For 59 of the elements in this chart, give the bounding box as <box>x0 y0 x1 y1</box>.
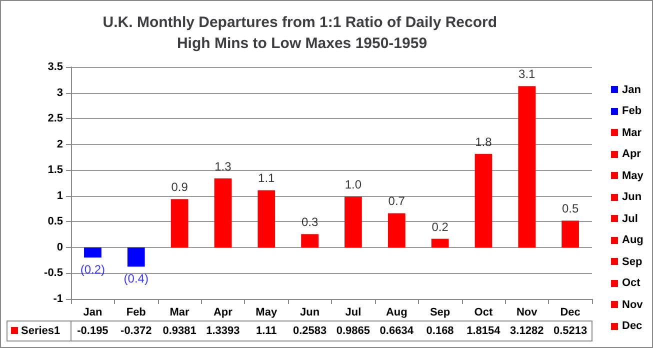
annotation: (0.2) <box>80 262 106 276</box>
x-tick-label: Jun <box>300 306 320 318</box>
annotation: 1.1 <box>258 171 276 186</box>
data-label: 0.6634 <box>380 325 414 337</box>
category-label: Jul <box>622 212 638 225</box>
category-label: May <box>622 170 644 182</box>
x-tick-label: Apr <box>213 306 234 318</box>
y-tick-label: 2.5 <box>48 112 63 125</box>
category-label: Oct <box>622 277 640 290</box>
annotation: 1.3 <box>214 159 232 174</box>
data-label: 0.9381 <box>162 325 196 337</box>
x-tick-label: Sep <box>430 306 450 318</box>
y-tick-label: 0.5 <box>48 216 63 228</box>
annotation: 1.0 <box>344 178 362 192</box>
category-label: Jun <box>622 191 642 204</box>
annotation: 1.8 <box>475 134 492 149</box>
category-label: Mar <box>622 126 642 139</box>
category-label: Aug <box>622 234 644 246</box>
data-label: 1.3393 <box>206 325 240 337</box>
data-label: 0.5213 <box>553 325 588 337</box>
x-tick-label: Aug <box>386 306 408 318</box>
data-label: -0.195 <box>77 325 108 337</box>
x-tick-label: Jan <box>83 306 102 318</box>
y-tick-label: 3.5 <box>48 61 63 73</box>
y-tick-label: 1.5 <box>48 164 63 176</box>
category-label: Apr <box>622 148 641 160</box>
y-tick-label: 1 <box>56 190 63 202</box>
x-tick-label: Feb <box>126 306 146 318</box>
x-tick-label: Jul <box>345 306 362 318</box>
data-label: -0.372 <box>120 325 152 337</box>
data-label: 1.8154 <box>466 325 502 337</box>
category-label: Feb <box>622 105 642 118</box>
y-tick-label: -1 <box>53 293 63 305</box>
annotation: 0.9 <box>171 180 188 194</box>
x-tick-label: Oct <box>474 306 493 318</box>
category-label: Sep <box>622 256 642 268</box>
annotation: 0.5 <box>562 202 579 216</box>
y-tick-label: 3 <box>56 86 63 99</box>
category-label: Jan <box>622 84 641 96</box>
annotation: 0.2 <box>432 220 449 234</box>
annotation: 3.1 <box>518 67 536 82</box>
category-label: Dec <box>622 320 642 332</box>
x-tick-label: Dec <box>560 306 580 318</box>
data-label: 1.11 <box>256 325 277 337</box>
data-label: 3.1282 <box>510 325 544 337</box>
chart-title: U.K. Monthly Departures from 1:1 Ratio of Daily Record High Mins to Low Maxes 1950-1959 <box>102 14 502 52</box>
data-label: 0.2583 <box>292 325 327 337</box>
annotation: 0.7 <box>388 194 406 208</box>
data-label: 0.9865 <box>336 325 370 337</box>
y-tick-label: 0 <box>56 241 63 254</box>
annotation: 0.3 <box>301 215 318 230</box>
x-tick-label: Nov <box>516 306 538 318</box>
data-label: 0.168 <box>426 325 454 337</box>
annotation: (0.4) <box>124 272 148 286</box>
legend-label: Series1 <box>21 325 60 337</box>
y-tick-label: -0.5 <box>44 267 63 280</box>
y-tick-label: 2 <box>56 138 63 150</box>
x-tick-label: Mar <box>170 306 190 318</box>
x-tick-label: May <box>256 306 278 318</box>
